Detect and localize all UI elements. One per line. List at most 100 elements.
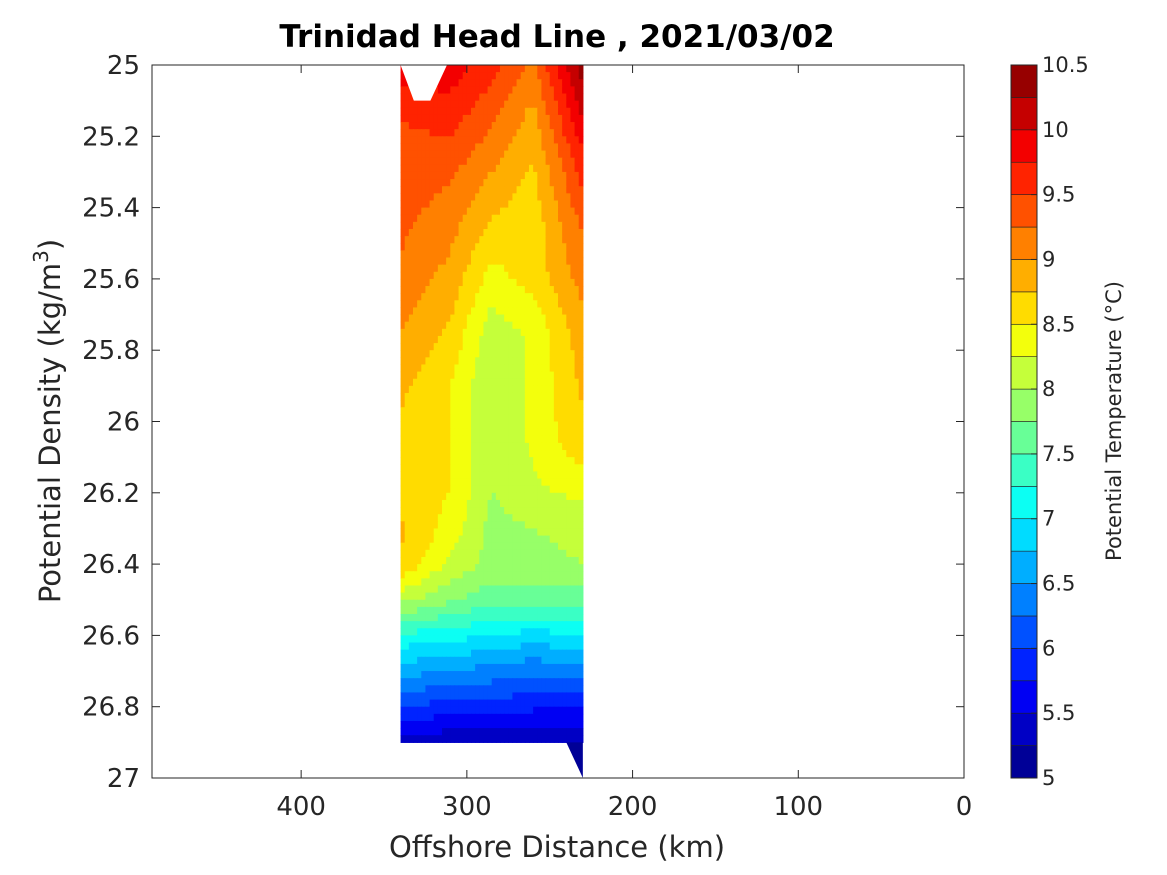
contour-cell (475, 65, 480, 73)
contour-cell (541, 642, 547, 651)
contour-cell (562, 321, 567, 330)
contour-cell (466, 250, 472, 259)
contour-cell (537, 243, 543, 251)
contour-cell (429, 221, 435, 230)
contour-cell (508, 350, 514, 358)
contour-cell (508, 300, 514, 309)
contour-cell (495, 271, 501, 280)
contour-cell (437, 136, 443, 145)
contour-cell (529, 678, 534, 686)
contour-cell (574, 150, 580, 159)
contour-cell (483, 407, 489, 415)
contour-cell (454, 549, 460, 558)
contour-cell (495, 400, 501, 408)
contour-cell (562, 499, 567, 508)
contour-cell (541, 571, 547, 579)
contour-cell (425, 585, 431, 594)
contour-cell (475, 335, 480, 344)
contour-cell (425, 606, 431, 615)
contour-cell (400, 628, 406, 636)
contour-cell (578, 606, 584, 615)
contour-cell (562, 79, 567, 87)
contour-cell (446, 72, 451, 80)
contour-cell (433, 571, 439, 579)
contour-cell (413, 171, 418, 180)
contour-cell (429, 93, 435, 102)
contour-cell (520, 278, 526, 287)
contour-cell (520, 678, 526, 686)
contour-cell (504, 706, 509, 715)
contour-cell (450, 250, 456, 259)
contour-cell (524, 428, 530, 437)
contour-cell (500, 492, 505, 501)
contour-cell (429, 521, 435, 530)
contour-cell (487, 164, 493, 173)
contour-cell (417, 464, 422, 473)
contour-cell (413, 150, 418, 159)
contour-cell (512, 728, 518, 736)
contour-cell (529, 286, 534, 294)
contour-cell (429, 392, 435, 401)
contour-cell (566, 364, 572, 373)
contour-cell (512, 257, 518, 266)
contour-cell (558, 179, 563, 187)
contour-cell (475, 378, 480, 387)
contour-cell (413, 364, 418, 373)
contour-cell (437, 150, 443, 159)
contour-cell (417, 114, 422, 123)
contour-cell (475, 286, 480, 294)
contour-cell (475, 228, 480, 237)
contour-cell (421, 357, 427, 366)
contour-cell (558, 214, 563, 223)
contour-cell (549, 521, 555, 530)
contour-cell (570, 556, 576, 565)
contour-cell (529, 271, 534, 280)
contour-cell (562, 535, 567, 544)
contour-cell (487, 457, 493, 465)
contour-cell (458, 414, 464, 423)
contour-cell (566, 65, 572, 73)
contour-cell (570, 678, 576, 686)
contour-cell (433, 343, 439, 351)
contour-cell (479, 713, 485, 722)
contour-cell (454, 706, 460, 715)
contour-cell (413, 735, 418, 743)
contour-cell (471, 421, 476, 430)
contour-cell (454, 728, 460, 736)
contour-cell (545, 442, 551, 451)
contour-cell (504, 264, 509, 273)
contour-cell (475, 157, 480, 166)
contour-cell (500, 435, 505, 444)
contour-cell (471, 293, 476, 301)
contour-cell (429, 122, 435, 130)
contour-cell (466, 286, 472, 294)
contour-cell (495, 193, 501, 202)
contour-cell (421, 143, 427, 152)
contour-cell (541, 343, 547, 351)
contour-cell (504, 549, 509, 558)
contour-cell (504, 357, 509, 366)
contour-cell (450, 143, 456, 152)
contour-cell (475, 407, 480, 415)
contour-cell (483, 357, 489, 366)
contour-cell (549, 171, 555, 180)
contour-cell (458, 321, 464, 330)
contour-cell (429, 114, 435, 123)
contour-cell (549, 400, 555, 408)
contour-cell (553, 720, 559, 729)
contour-cell (471, 720, 476, 729)
contour-cell (541, 286, 547, 294)
contour-cell (408, 278, 414, 287)
contour-cell (400, 535, 406, 544)
contour-cell (417, 314, 422, 323)
colorbar-swatch (1010, 712, 1038, 746)
contour-cell (495, 578, 501, 587)
contour-cell (466, 157, 472, 166)
contour-cell (512, 122, 518, 130)
contour-cell (570, 713, 576, 722)
contour-cell (483, 300, 489, 309)
contour-cell (500, 457, 505, 465)
contour-cell (437, 335, 443, 344)
contour-cell (442, 492, 447, 501)
contour-cell (500, 671, 505, 679)
